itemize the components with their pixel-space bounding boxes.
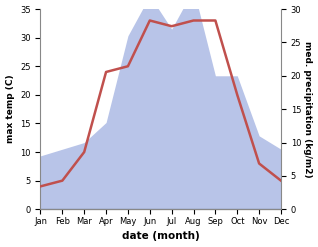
X-axis label: date (month): date (month)	[122, 231, 200, 242]
Y-axis label: max temp (C): max temp (C)	[5, 75, 15, 144]
Y-axis label: med. precipitation (kg/m2): med. precipitation (kg/m2)	[303, 41, 313, 177]
